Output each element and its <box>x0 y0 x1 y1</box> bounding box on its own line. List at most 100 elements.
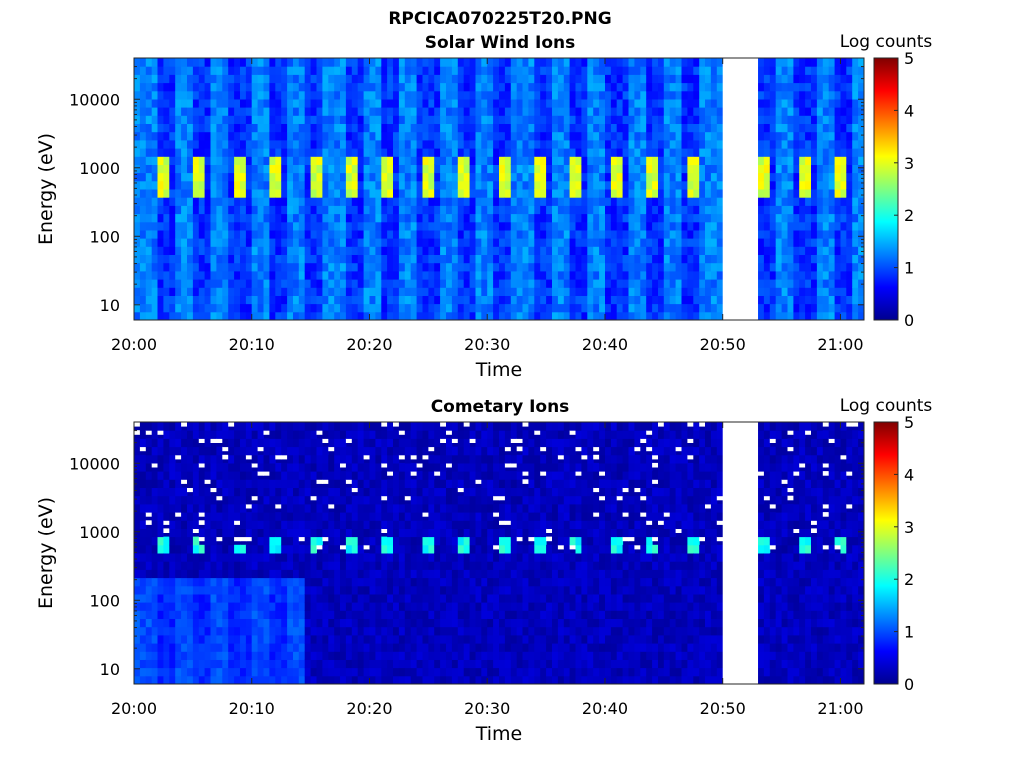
heatmap-cell <box>322 197 329 206</box>
heatmap-cell <box>699 180 706 190</box>
heatmap-cell <box>139 82 147 92</box>
heatmap-cell <box>293 213 300 223</box>
heatmap-cell <box>298 422 306 431</box>
heatmap-cell <box>322 262 329 272</box>
heatmap-cell <box>398 156 406 165</box>
heatmap-cell <box>763 82 771 92</box>
heatmap-cell <box>422 287 429 296</box>
heatmap-cell <box>652 254 659 264</box>
heatmap-cell <box>705 229 712 239</box>
heatmap-cell <box>493 189 500 198</box>
heatmap-cell <box>858 270 865 280</box>
heatmap-cell <box>240 446 247 456</box>
heatmap-cell <box>151 667 159 677</box>
heatmap-cell <box>151 520 159 529</box>
heatmap-cell <box>145 593 153 603</box>
heatmap-cell <box>834 311 841 321</box>
heatmap-cell <box>440 82 447 92</box>
heatmap-cell <box>569 98 576 108</box>
heatmap-cell <box>304 270 312 280</box>
heatmap-cell <box>528 303 535 313</box>
heatmap-cell <box>404 221 412 231</box>
heatmap-cell <box>228 180 235 190</box>
heatmap-cell <box>157 295 164 305</box>
heatmap-cell <box>540 221 547 231</box>
heatmap-cell <box>852 229 859 239</box>
heatmap-cell <box>163 238 170 247</box>
heatmap-cell <box>593 295 600 305</box>
heatmap-cell <box>234 303 241 313</box>
heatmap-cell <box>769 90 777 100</box>
heatmap-cell <box>822 164 830 174</box>
heatmap-cell <box>304 90 312 100</box>
heatmap-cell <box>204 139 211 149</box>
heatmap-cell <box>293 585 300 595</box>
heatmap-cell <box>310 139 317 149</box>
heatmap-cell <box>251 172 259 182</box>
heatmap-cell <box>451 254 459 264</box>
heatmap-cell <box>693 311 700 321</box>
heatmap-cell <box>763 66 771 75</box>
heatmap-cell <box>204 66 211 75</box>
heatmap-cell <box>446 238 453 247</box>
heatmap-cell <box>134 487 141 497</box>
heatmap-cell <box>310 148 317 157</box>
heatmap-cell <box>134 82 141 92</box>
heatmap-cell <box>281 254 288 264</box>
heatmap-cell <box>334 553 341 562</box>
heatmap-cell <box>175 585 182 595</box>
heatmap-cell <box>216 58 223 67</box>
heatmap-cell <box>181 287 188 296</box>
heatmap-cell <box>187 74 194 84</box>
heatmap-cell <box>251 123 259 133</box>
heatmap-cell <box>222 82 229 92</box>
heatmap-cell <box>157 618 164 628</box>
heatmap-cell <box>793 246 800 255</box>
heatmap-cell <box>222 602 229 611</box>
heatmap-cell <box>852 58 859 67</box>
heatmap-cell <box>210 675 217 685</box>
heatmap-cell <box>593 213 600 223</box>
heatmap-cell <box>440 98 447 108</box>
heatmap-cell <box>593 229 600 239</box>
heatmap-cell <box>781 213 788 223</box>
heatmap-cell <box>416 164 423 174</box>
heatmap-cell <box>669 197 677 206</box>
heatmap-cell <box>187 479 194 488</box>
heatmap-cell <box>157 90 164 100</box>
heatmap-cell <box>245 659 253 669</box>
heatmap-cell <box>345 123 353 133</box>
heatmap-cell <box>811 90 818 100</box>
heatmap-cell <box>187 139 194 149</box>
heatmap-cell <box>234 180 241 190</box>
heatmap-cell <box>328 430 335 439</box>
heatmap-cell <box>516 58 524 67</box>
heatmap-cell <box>557 229 565 239</box>
heatmap-cell <box>716 295 724 305</box>
heatmap-cell <box>858 180 865 190</box>
heatmap-cell <box>139 270 147 280</box>
heatmap-cell <box>334 238 341 247</box>
heatmap-cell <box>151 512 159 521</box>
heatmap-cell <box>240 651 247 660</box>
heatmap-cell <box>310 221 317 231</box>
heatmap-cell <box>134 254 141 264</box>
heatmap-cell <box>240 561 247 570</box>
heatmap-cell <box>410 115 418 124</box>
heatmap-cell <box>210 156 217 165</box>
heatmap-cell <box>269 422 276 431</box>
heatmap-cell <box>569 205 576 215</box>
heatmap-cell <box>610 82 618 92</box>
heatmap-cell <box>175 123 182 133</box>
heatmap-cell <box>204 213 211 223</box>
heatmap-cell <box>375 90 382 100</box>
heatmap-cell <box>310 536 317 546</box>
heatmap-cell <box>446 115 453 124</box>
heatmap-cell <box>257 610 264 619</box>
heatmap-cell <box>557 74 565 84</box>
heatmap-cell <box>351 189 359 198</box>
heatmap-cell <box>245 66 253 75</box>
heatmap-cell <box>334 180 341 190</box>
heatmap-cell <box>681 123 688 133</box>
heatmap-cell <box>593 172 600 182</box>
